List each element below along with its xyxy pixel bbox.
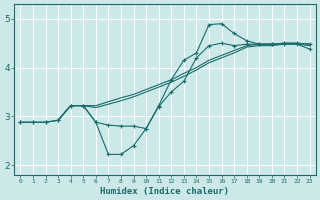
- X-axis label: Humidex (Indice chaleur): Humidex (Indice chaleur): [100, 187, 229, 196]
